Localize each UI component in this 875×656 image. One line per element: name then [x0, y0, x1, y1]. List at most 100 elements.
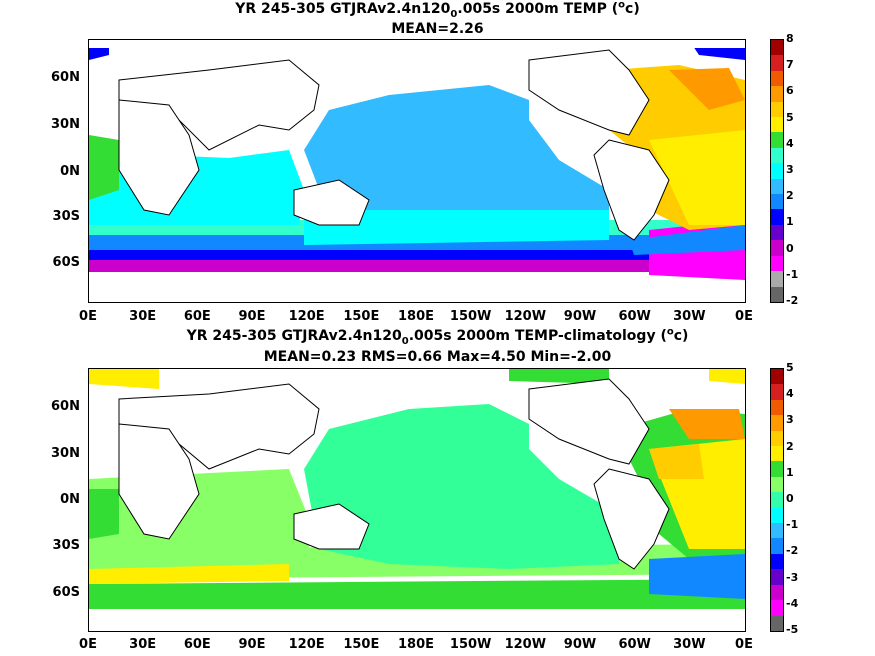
top-colorbar-label: -1 — [786, 267, 799, 281]
top-colorbar-segment — [771, 209, 783, 225]
top-colorbar-label: 4 — [786, 136, 794, 150]
bottom-colorbar-label: -4 — [786, 596, 799, 610]
bottom-colorbar-label: -3 — [786, 570, 799, 584]
top-lat-label: 30S — [52, 209, 80, 224]
top-map-stats: MEAN=2.26 — [391, 21, 484, 37]
bottom-lon-label: 60W — [618, 637, 651, 652]
top-colorbar-segment — [771, 240, 783, 256]
bottom-colorbar-label: 3 — [786, 413, 794, 427]
top-colorbar-label: 6 — [786, 84, 794, 98]
top-colorbar-label: 3 — [786, 163, 794, 176]
top-colorbar-label: 5 — [786, 110, 794, 124]
top-colorbar-segment — [771, 132, 783, 148]
top-lat-label: 60S — [52, 255, 80, 270]
top-colorbar-segment — [771, 255, 783, 272]
top-colorbar-label: 2 — [786, 189, 794, 203]
bottom-colorbar-label: 0 — [786, 492, 794, 505]
bottom-colorbar-label: -5 — [786, 623, 799, 636]
top-colorbar-segment — [771, 55, 783, 71]
bottom-colorbar-segment — [771, 615, 783, 631]
bottom-lon-label: 60E — [183, 637, 211, 652]
bottom-lon-label: 30W — [673, 637, 706, 652]
bottom-colorbar-segment — [771, 415, 783, 431]
top-colorbar-segment — [771, 147, 783, 164]
bottom-lat-label: 0N — [60, 492, 80, 507]
top-lat-label: 30N — [51, 117, 80, 132]
bottom-lon-label: 0E — [735, 637, 753, 652]
bottom-colorbar-segment — [771, 384, 783, 400]
bottom-lon-label: 90W — [563, 637, 597, 652]
bottom-lon-label: 120W — [504, 637, 547, 652]
bottom-colorbar-label: 5 — [786, 361, 794, 374]
bottom-map-stats: MEAN=0.23 RMS=0.66 Max=4.50 Min=-2.00 — [263, 349, 612, 365]
bottom-colorbar-label: 4 — [786, 387, 794, 401]
bottom-colorbar-segment — [771, 476, 783, 493]
top-lon-label: 150W — [449, 309, 492, 324]
bottom-lon-label: 90E — [238, 637, 266, 652]
top-lon-label: 30E — [129, 309, 157, 324]
top-colorbar-label: 0 — [786, 241, 794, 255]
top-colorbar-segment — [771, 286, 783, 302]
top-lon-label: 150E — [343, 309, 380, 324]
top-colorbar-segment — [771, 194, 783, 210]
bottom-colorbar-segment — [771, 430, 783, 447]
top-colorbar-label: 7 — [786, 58, 794, 72]
top-lon-label: 60W — [618, 309, 651, 324]
bottom-colorbar-label: -2 — [786, 544, 799, 558]
top-colorbar-label: 1 — [786, 215, 794, 229]
bottom-colorbar-segment — [771, 569, 783, 585]
top-colorbar-segment — [771, 86, 783, 102]
top-colorbar-segment — [771, 163, 783, 179]
bottom-lon-label: 150W — [449, 637, 492, 652]
bottom-colorbar-segment — [771, 446, 783, 462]
top-colorbar-segment — [771, 101, 783, 118]
top-colorbar-segment — [771, 117, 783, 133]
bottom-colorbar-segment — [771, 369, 783, 385]
bottom-lat-label: 30S — [52, 538, 80, 553]
bottom-lon-label: 120E — [288, 637, 325, 652]
top-lon-label: 180E — [397, 309, 435, 324]
bottom-lat-label: 60S — [52, 585, 80, 600]
bottom-lon-label: 30E — [129, 637, 157, 652]
bottom-colorbar-segment — [771, 600, 783, 616]
top-colorbar-label: -2 — [786, 294, 799, 307]
bottom-colorbar-label: 1 — [786, 465, 794, 479]
top-colorbar-segment — [771, 224, 783, 241]
bottom-map-title: YR 245-305 GTJRAv2.4n1200.005s 2000m TEM… — [186, 326, 689, 347]
top-map-field — [89, 40, 745, 302]
top-lon-label: 0E — [79, 309, 97, 324]
top-colorbar-segment — [771, 271, 783, 287]
bottom-colorbar-label: 2 — [786, 439, 794, 453]
top-lat-label: 60N — [51, 70, 80, 85]
top-lon-label: 120E — [288, 309, 325, 324]
bottom-lon-label: 150E — [343, 637, 380, 652]
bottom-colorbar-segment — [771, 492, 783, 508]
top-colorbar-label: 8 — [786, 32, 794, 45]
bottom-map-field — [89, 369, 745, 631]
bottom-lat-label: 60N — [51, 399, 80, 414]
top-colorbar-segment — [771, 70, 783, 87]
top-lon-label: 60E — [183, 309, 211, 324]
top-lon-label: 90W — [563, 309, 597, 324]
top-lon-label: 30W — [673, 309, 706, 324]
top-lon-label: 90E — [238, 309, 266, 324]
top-lat-label: 0N — [60, 164, 80, 179]
bottom-colorbar-label: -1 — [786, 518, 799, 532]
top-map-title: YR 245-305 GTJRAv2.4n1200.005s 2000m TEM… — [235, 0, 640, 20]
bottom-lon-label: 0E — [79, 637, 97, 652]
bottom-colorbar — [770, 368, 784, 632]
bottom-colorbar-segment — [771, 553, 783, 570]
bottom-colorbar-segment — [771, 507, 783, 524]
bottom-colorbar-segment — [771, 461, 783, 477]
top-temperature-map — [88, 39, 746, 303]
bottom-colorbar-segment — [771, 523, 783, 539]
top-lon-label: 0E — [735, 309, 753, 324]
bottom-colorbar-segment — [771, 399, 783, 416]
top-colorbar — [770, 39, 784, 303]
bottom-lon-label: 180E — [397, 637, 435, 652]
bottom-colorbar-segment — [771, 538, 783, 554]
bottom-colorbar-segment — [771, 584, 783, 601]
top-colorbar-segment — [771, 178, 783, 195]
top-colorbar-segment — [771, 40, 783, 56]
top-lon-label: 120W — [504, 309, 547, 324]
